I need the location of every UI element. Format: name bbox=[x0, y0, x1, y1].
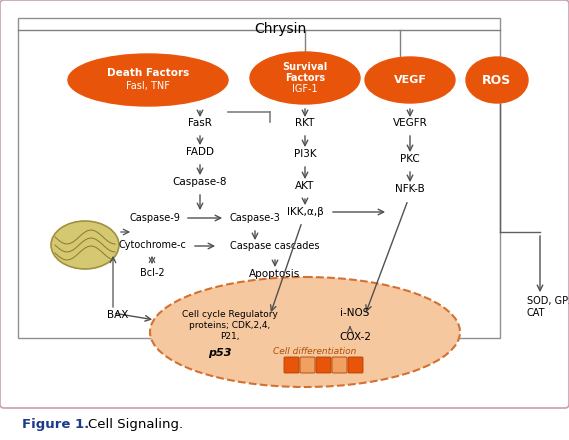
Text: FasR: FasR bbox=[188, 118, 212, 128]
Text: Death Factors: Death Factors bbox=[107, 68, 189, 78]
Text: BAX: BAX bbox=[108, 310, 129, 320]
Text: PKC: PKC bbox=[400, 154, 420, 164]
Text: Cytochrome-c: Cytochrome-c bbox=[118, 240, 186, 250]
Text: Chrysin: Chrysin bbox=[254, 22, 306, 36]
Text: i-NOS: i-NOS bbox=[340, 308, 370, 318]
Ellipse shape bbox=[365, 57, 455, 103]
Ellipse shape bbox=[68, 54, 228, 106]
Ellipse shape bbox=[250, 52, 360, 104]
Text: COX-2: COX-2 bbox=[339, 332, 371, 342]
Text: Bcl-2: Bcl-2 bbox=[139, 268, 164, 278]
Text: ROS: ROS bbox=[483, 73, 512, 87]
FancyBboxPatch shape bbox=[332, 357, 347, 373]
Text: RKT: RKT bbox=[295, 118, 315, 128]
Text: IGF-1: IGF-1 bbox=[292, 84, 318, 94]
Ellipse shape bbox=[466, 57, 528, 103]
Text: IKK,α,β: IKK,α,β bbox=[287, 207, 323, 217]
FancyBboxPatch shape bbox=[316, 357, 331, 373]
Text: P21,: P21, bbox=[220, 332, 240, 341]
Text: VEGFR: VEGFR bbox=[393, 118, 427, 128]
Text: PI3K: PI3K bbox=[294, 149, 316, 159]
Text: proteins; CDK,2,4,: proteins; CDK,2,4, bbox=[189, 321, 271, 330]
Text: Factors: Factors bbox=[285, 73, 325, 83]
Text: Cell Signaling.: Cell Signaling. bbox=[88, 418, 183, 431]
Ellipse shape bbox=[150, 277, 460, 387]
FancyBboxPatch shape bbox=[18, 18, 500, 338]
Text: FasI, TNF: FasI, TNF bbox=[126, 81, 170, 91]
Text: p53: p53 bbox=[208, 348, 232, 358]
FancyBboxPatch shape bbox=[284, 357, 299, 373]
Text: Figure 1.: Figure 1. bbox=[22, 418, 89, 431]
Text: VEGF: VEGF bbox=[394, 75, 426, 85]
Text: NFK-B: NFK-B bbox=[395, 184, 425, 194]
FancyBboxPatch shape bbox=[0, 0, 569, 408]
FancyBboxPatch shape bbox=[348, 357, 363, 373]
Text: FADD: FADD bbox=[186, 147, 214, 157]
Text: Caspase-9: Caspase-9 bbox=[130, 213, 180, 223]
Text: Caspase-3: Caspase-3 bbox=[229, 213, 281, 223]
Text: AKT: AKT bbox=[295, 181, 315, 191]
Ellipse shape bbox=[51, 221, 119, 269]
FancyBboxPatch shape bbox=[300, 357, 315, 373]
Text: Cell differentiation: Cell differentiation bbox=[273, 347, 357, 356]
Text: Apoptosis: Apoptosis bbox=[249, 269, 300, 279]
Text: SOD, GPx, and: SOD, GPx, and bbox=[527, 296, 569, 306]
Text: Caspase cascades: Caspase cascades bbox=[230, 241, 320, 251]
Text: Survival: Survival bbox=[282, 62, 328, 72]
Text: Caspase-8: Caspase-8 bbox=[173, 177, 227, 187]
Text: CAT: CAT bbox=[527, 308, 546, 318]
Text: Cell cycle Regulatory: Cell cycle Regulatory bbox=[182, 310, 278, 319]
